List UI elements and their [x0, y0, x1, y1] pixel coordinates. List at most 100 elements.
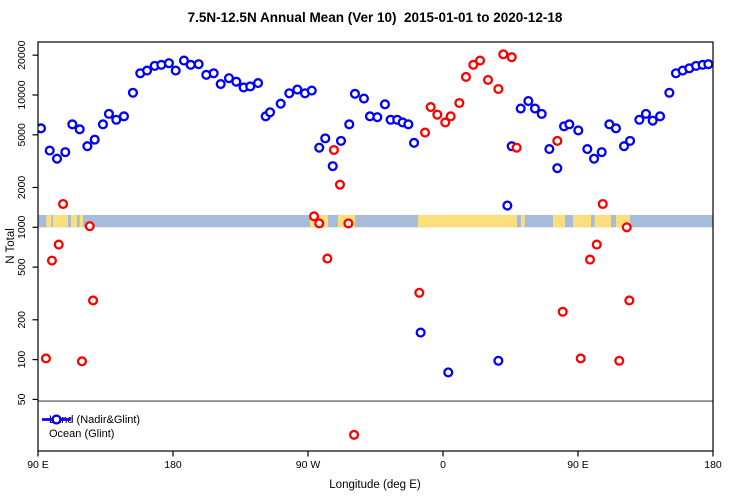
land-data-point [53, 239, 64, 250]
ocean-data-point [142, 65, 153, 76]
ocean-data-point [564, 119, 575, 130]
ocean-data-point [523, 96, 534, 107]
land-data-point [454, 97, 465, 109]
ocean-data-point [529, 103, 540, 114]
ocean-data-point [118, 111, 129, 122]
surface-strip-land [71, 214, 77, 228]
ocean-data-point [618, 141, 630, 152]
plot-box [37, 41, 714, 452]
y-tick-label: 200 [16, 311, 28, 329]
ocean-data-point [408, 137, 420, 148]
ocean-data-point [284, 88, 295, 99]
land-data-point [591, 239, 602, 250]
ocean-data-point [103, 108, 114, 119]
x-tick-label: 90 E [567, 459, 589, 471]
ocean-data-point [573, 125, 584, 136]
ocean-data-point [44, 145, 55, 156]
ocean-data-point [38, 123, 47, 134]
ocean-data-point [349, 88, 361, 99]
ocean-data-point [306, 85, 317, 96]
land-data-point [432, 109, 443, 120]
land-data-point [498, 49, 509, 60]
land-data-point [46, 255, 57, 266]
ocean-data-point [664, 87, 675, 98]
ocean-data-point [163, 58, 175, 69]
y-tick-label: 5000 [16, 123, 28, 147]
land-data-point [88, 295, 99, 306]
land-data-point [308, 211, 320, 222]
legend-marker-ocean-icon [42, 414, 71, 425]
ocean-data-point [703, 59, 713, 70]
ocean-data-point [185, 59, 196, 70]
ocean-data-point [544, 144, 555, 155]
ocean-data-point [314, 142, 325, 153]
ocean-data-point [358, 93, 370, 104]
y-tick-label: 100 [16, 351, 28, 369]
ocean-data-point [170, 65, 181, 76]
land-data-point [506, 52, 517, 63]
x-tick-label: 180 [164, 459, 182, 471]
x-tick-label: 180 [704, 459, 722, 471]
ocean-data-point [327, 161, 338, 172]
land-data-point [614, 355, 625, 366]
ocean-data-point [89, 134, 100, 145]
land-data-point [482, 74, 494, 85]
ocean-data-point [379, 99, 391, 110]
ocean-data-point [111, 114, 122, 125]
legend-item-ocean: Ocean (Glint) [41, 414, 140, 441]
surface-strip-land [46, 214, 52, 228]
ocean-data-point [647, 115, 658, 126]
land-data-point [624, 295, 635, 306]
ocean-data-point [193, 59, 204, 70]
ocean-data-point [515, 103, 526, 114]
ocean-data-point [610, 123, 621, 134]
ocean-data-point [372, 112, 383, 123]
land-data-point [334, 179, 346, 190]
x-tick-label: 0 [440, 459, 446, 471]
ocean-data-point [502, 200, 513, 211]
land-data-point [557, 306, 568, 317]
ocean-data-point [292, 84, 303, 95]
land-data-point [621, 222, 632, 233]
ocean-data-point [127, 87, 139, 98]
land-data-point [40, 353, 51, 364]
ocean-data-point [536, 108, 547, 119]
surface-strip-ocean [38, 214, 713, 228]
land-data-point [57, 198, 69, 210]
y-tick-label: 2000 [16, 176, 28, 200]
ocean-data-point [252, 78, 264, 89]
land-data-point [474, 55, 486, 66]
ocean-data-point [415, 327, 426, 338]
ocean-data-point [443, 367, 454, 378]
land-data-point [584, 254, 596, 265]
ocean-data-point [634, 114, 645, 125]
land-data-point [314, 218, 325, 229]
surface-strip-land [573, 214, 592, 228]
x-tick-label: 90 E [27, 459, 49, 471]
surface-strip-land [594, 214, 611, 228]
legend: Land (Nadir&Glint) Ocean (Glint) [41, 413, 140, 441]
surface-strip-land [79, 214, 83, 228]
ocean-data-point [344, 119, 355, 130]
ocean-data-point [335, 135, 347, 146]
ocean-data-point [654, 111, 666, 122]
y-tick-label: 50 [16, 393, 28, 405]
land-data-point [460, 71, 472, 82]
y-tick-label: 10000 [16, 80, 28, 109]
y-tick-label: 1000 [16, 215, 28, 239]
surface-strip-land [417, 214, 517, 228]
ocean-data-point [97, 119, 108, 130]
ocean-data-point [51, 153, 63, 164]
ocean-data-point [596, 147, 607, 158]
ocean-data-point [588, 153, 600, 164]
land-data-point [511, 142, 522, 153]
ocean-data-point [493, 355, 504, 366]
ocean-data-point [245, 81, 256, 92]
ocean-data-point [582, 144, 593, 155]
land-data-point [76, 356, 87, 367]
ocean-data-point [215, 78, 226, 90]
y-tick-label: 500 [16, 258, 28, 276]
ocean-data-point [178, 55, 190, 66]
